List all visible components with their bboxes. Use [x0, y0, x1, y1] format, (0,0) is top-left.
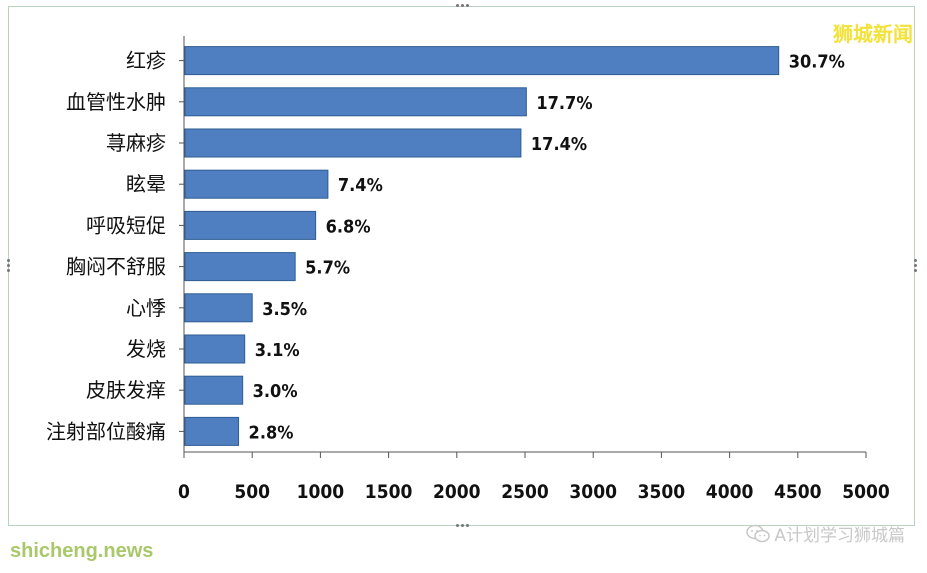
- data-label: 2.8%: [249, 422, 294, 443]
- y-tick-label: 注射部位酸痛: [46, 419, 166, 443]
- x-tick-label: 4500: [774, 481, 822, 503]
- x-tick-label: 2000: [433, 481, 481, 503]
- bar: [184, 416, 240, 446]
- x-tick-label: 4000: [706, 481, 754, 503]
- x-tick-label: 1500: [365, 481, 413, 503]
- data-label: 30.7%: [789, 52, 845, 73]
- bar: [184, 293, 253, 323]
- x-tick-label: 3500: [638, 481, 686, 503]
- bar: [184, 87, 527, 117]
- wechat-watermark: A计划学习狮城篇: [746, 521, 905, 546]
- y-tick-label: 眩晕: [126, 172, 166, 196]
- bar: [184, 375, 244, 405]
- resize-handle-left[interactable]: [6, 259, 10, 275]
- data-label: 5.7%: [305, 258, 350, 279]
- y-tick-label: 心悸: [126, 296, 166, 320]
- data-label: 3.1%: [255, 340, 300, 361]
- y-tick-label: 呼吸短促: [86, 213, 166, 237]
- bar: [184, 210, 317, 240]
- wechat-account-name: A计划学习狮城篇: [774, 526, 905, 546]
- y-tick-label: 发烧: [126, 337, 166, 361]
- y-tick-label: 荨麻疹: [106, 131, 166, 155]
- data-label: 3.0%: [253, 381, 298, 402]
- x-tick-label: 1000: [297, 481, 345, 503]
- x-tick-label: 3000: [569, 481, 617, 503]
- bar: [184, 169, 329, 199]
- x-tick-label: 5000: [842, 481, 890, 503]
- bar: [184, 252, 296, 282]
- y-tick-label: 胸闷不舒服: [66, 255, 166, 279]
- resize-handle-bottom[interactable]: [454, 524, 470, 528]
- y-tick-label: 血管性水肿: [66, 90, 166, 114]
- data-label: 7.4%: [338, 175, 383, 196]
- x-tick-label: 0: [178, 481, 190, 503]
- top-watermark: 狮城新闻: [833, 22, 913, 46]
- bar: [184, 128, 522, 158]
- x-tick-label: 2500: [501, 481, 549, 503]
- wechat-icon: [746, 524, 771, 542]
- bar: [184, 334, 246, 364]
- site-watermark: shicheng.news: [10, 540, 154, 562]
- y-tick-label: 红疹: [126, 49, 166, 73]
- resize-handle-right[interactable]: [913, 259, 917, 275]
- data-label: 3.5%: [262, 299, 307, 320]
- y-tick-label: 皮肤发痒: [86, 378, 166, 402]
- x-tick-label: 500: [234, 481, 270, 503]
- data-label: 17.7%: [536, 93, 592, 114]
- bar: [184, 46, 780, 76]
- data-label: 6.8%: [326, 216, 371, 237]
- resize-handle-top[interactable]: [454, 4, 470, 8]
- data-label: 17.4%: [531, 134, 587, 155]
